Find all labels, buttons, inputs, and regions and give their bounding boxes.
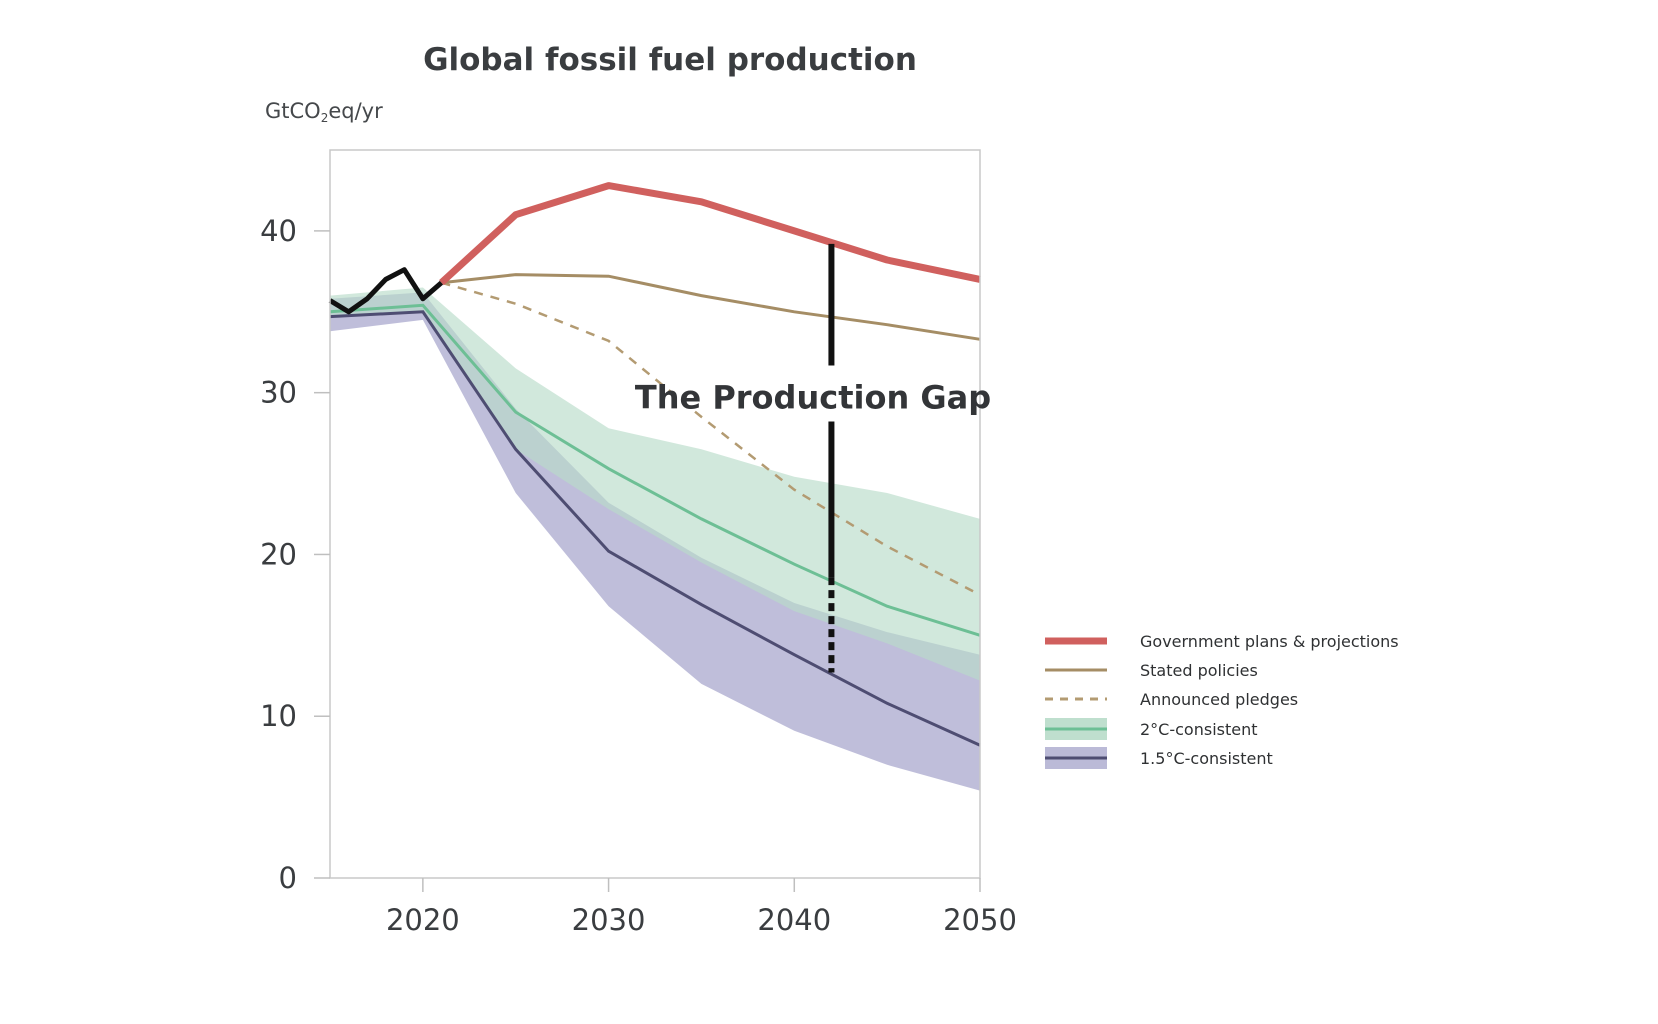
legend-item-pledges: Announced pledges [1045, 690, 1298, 709]
legend-label: 1.5°C-consistent [1140, 749, 1273, 768]
y-tick-label: 20 [260, 537, 297, 571]
legend-label: Stated policies [1140, 661, 1258, 680]
y-axis-unit-subscript: 2 [321, 111, 329, 125]
line-2c [329, 303, 981, 637]
legend-item-one_five: 1.5°C-consistent [1045, 747, 1273, 769]
y-axis-unit: GtCO2eq/yr [265, 99, 383, 125]
x-tick-label: 2050 [943, 903, 1017, 937]
production-gap-label: The Production Gap [635, 379, 991, 417]
y-tick-label: 30 [260, 376, 297, 410]
y-axis-unit-suffix: eq/yr [328, 99, 383, 123]
series-lines [328, 182, 981, 747]
line-1-5c [329, 310, 981, 747]
uncertainty-bands [330, 287, 980, 791]
legend: Government plans & projections Stated pol… [1045, 632, 1399, 769]
line-stated-policies [441, 273, 981, 341]
y-tick-label: 40 [260, 214, 297, 248]
x-tick-label: 2020 [386, 903, 460, 937]
legend-label: Government plans & projections [1140, 632, 1399, 651]
legend-label: Announced pledges [1140, 690, 1298, 709]
x-tick-label: 2040 [757, 903, 831, 937]
legend-item-stated: Stated policies [1045, 661, 1258, 680]
line-historical [328, 267, 444, 315]
line-government-plans [439, 182, 981, 286]
chart-title: Global fossil fuel production [423, 42, 917, 78]
legend-item-two_c: 2°C-consistent [1045, 718, 1258, 740]
y-tick-label: 0 [279, 861, 297, 895]
line-announced-pledges [441, 281, 981, 597]
y-axis-unit-main: GtCO [265, 99, 321, 123]
production-gap-marker: The Production Gap [635, 243, 991, 673]
y-tick-label: 10 [260, 699, 297, 733]
legend-label: 2°C-consistent [1140, 720, 1258, 739]
legend-item-government: Government plans & projections [1045, 632, 1399, 651]
plot-frame [329, 149, 981, 879]
x-tick-label: 2030 [572, 903, 646, 937]
